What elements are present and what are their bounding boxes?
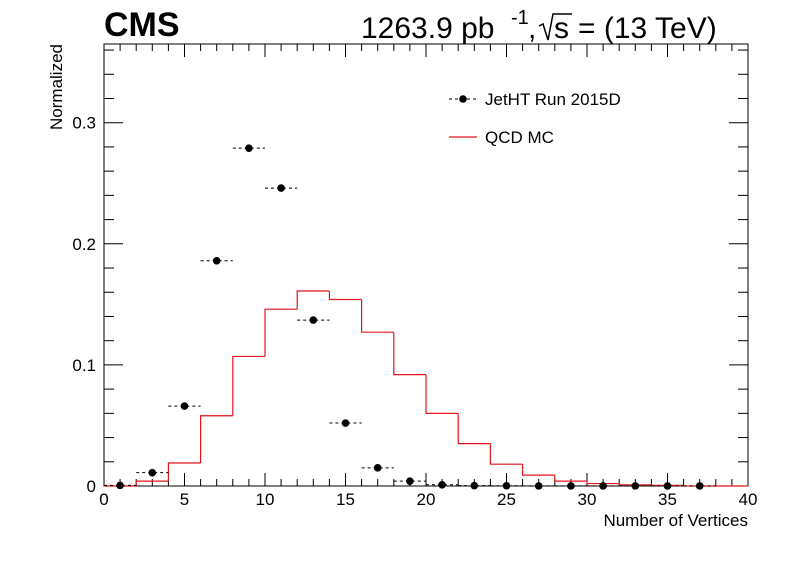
sqrt-icon	[538, 13, 572, 41]
x-tick-label: 40	[739, 490, 758, 509]
data-point-marker	[373, 464, 382, 472]
x-axis-title: Number of Vertices	[603, 511, 748, 530]
mc-histogram-bin	[264, 308, 298, 357]
data-point	[393, 477, 426, 485]
x-tick-label: 20	[417, 490, 436, 509]
mc-histogram-bin	[296, 290, 330, 310]
data-point-marker	[148, 468, 157, 477]
mc-histogram-bin	[425, 374, 459, 414]
data-point	[168, 402, 201, 410]
lumi-exponent: -1	[511, 7, 529, 29]
data-point-marker	[212, 256, 221, 265]
legend-data-label: JetHT Run 2015D	[485, 90, 621, 109]
legend-entry-mc: QCD MC	[449, 128, 554, 147]
mc-histogram-bin	[489, 443, 523, 465]
energy-label: = (13 TeV)	[578, 12, 717, 45]
data-point	[587, 482, 620, 490]
data-point	[265, 184, 298, 192]
mc-histogram-bin	[232, 355, 265, 416]
data-point	[458, 481, 491, 490]
data-point-marker	[277, 184, 285, 192]
data-point-marker	[567, 482, 575, 490]
data-point-marker	[406, 477, 414, 485]
experiment-label: CMS	[104, 6, 180, 44]
data-point	[554, 482, 587, 490]
series-jetht-data	[104, 144, 716, 490]
data-point	[651, 482, 684, 490]
mc-histogram-bin	[586, 481, 620, 485]
data-point-marker	[309, 316, 318, 324]
lumi-value: 1263.9 pb	[361, 12, 494, 45]
data-point	[490, 481, 523, 490]
x-tick-label: 15	[336, 490, 355, 509]
mc-histogram-bin	[328, 291, 362, 301]
y-tick-label: 0.2	[72, 235, 96, 254]
data-point	[136, 468, 169, 477]
legend-entry-data: JetHT Run 2015D	[449, 90, 621, 109]
y-tick-label: 0	[87, 477, 96, 496]
x-tick-label: 30	[578, 490, 597, 509]
data-point	[200, 256, 233, 265]
y-tick-label: 0.1	[72, 356, 96, 375]
lumi-label: 1263.9 pb -1 , s = (13 TeV)	[361, 7, 717, 45]
data-point	[361, 464, 394, 472]
x-tick-label: 25	[497, 490, 516, 509]
data-point-marker	[470, 481, 479, 490]
data-point-marker	[116, 481, 124, 490]
legend-mc-label: QCD MC	[485, 128, 554, 147]
mc-histogram-bin	[200, 415, 233, 463]
data-point-marker	[502, 481, 511, 490]
y-axis-title: Normalized	[47, 44, 66, 130]
mc-histogram-bin	[618, 483, 652, 486]
data-point-marker	[631, 482, 640, 490]
data-point	[297, 316, 330, 324]
data-point-marker	[534, 482, 543, 490]
mc-histogram-bin	[554, 475, 587, 482]
data-point	[329, 419, 362, 427]
sqrt-label: s	[554, 12, 569, 45]
data-point-marker	[245, 144, 253, 152]
data-point	[522, 482, 555, 490]
x-tick-label: 35	[658, 490, 677, 509]
mc-histogram-bin	[457, 413, 491, 445]
series-qcd-mc	[104, 290, 748, 487]
x-tick-label: 0	[99, 490, 108, 509]
data-point	[683, 482, 716, 490]
data-point-marker	[180, 402, 189, 410]
legend-data-marker	[459, 95, 467, 103]
mc-histogram-bin	[135, 480, 169, 486]
mc-histogram-bin	[361, 299, 394, 333]
data-point	[232, 144, 265, 152]
data-point-marker	[341, 419, 350, 427]
data-point-marker	[599, 482, 607, 490]
mc-histogram-bin	[167, 462, 201, 482]
y-tick-label: 0.3	[72, 114, 96, 133]
mc-histogram-bin	[522, 464, 555, 476]
lumi-comma: ,	[528, 12, 536, 45]
data-point	[426, 480, 459, 489]
x-tick-label: 10	[256, 490, 275, 509]
axis-tick-labels: 0 5 10 15 20 25 30 35 40 0 0.1 0.2 0.3	[72, 114, 757, 509]
x-tick-label: 5	[180, 490, 189, 509]
mc-histogram-bin	[393, 332, 426, 376]
data-point-marker	[663, 482, 672, 490]
data-point-marker	[695, 482, 704, 490]
legend: JetHT Run 2015D QCD MC	[449, 90, 621, 147]
data-point	[619, 482, 652, 490]
data-point-marker	[438, 480, 446, 489]
data-point	[104, 481, 137, 490]
